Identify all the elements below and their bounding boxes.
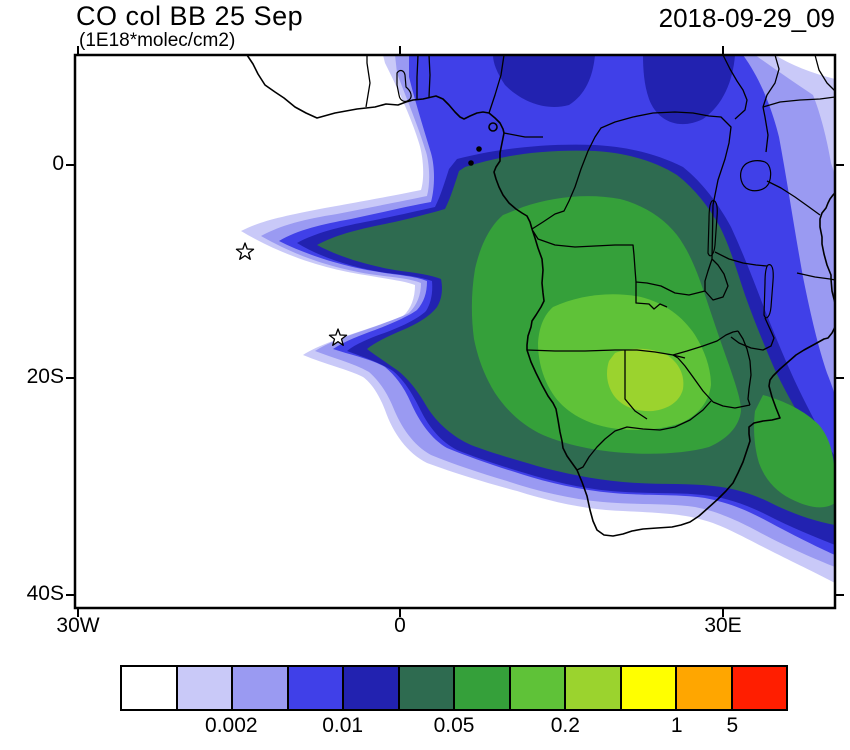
units-subtitle: (1E18*molec/cm2) [79,30,236,51]
colorbar-tick-label: 1 [670,714,683,737]
island-bioko [488,122,498,132]
page-title: CO col BB 25 Sep [76,1,304,31]
coastline-main [246,54,836,537]
colorbar-cell [675,665,733,711]
colorbar-cell [120,665,178,711]
star-marker-1 [235,242,255,260]
contour-layers [241,55,835,583]
contour-level-6-southeast-blob [754,395,835,508]
colorbar-cell [730,665,788,711]
x-tick-label-30w: 30W [56,614,100,637]
colorbar-cell [175,665,233,711]
star-markers [235,242,348,346]
contour-level-4-northeast-blob [643,55,735,125]
lake-victoria [740,160,772,192]
colorbar-cell [508,665,566,711]
star-marker-2 [328,328,348,346]
contour-level-8 [607,348,684,412]
lake-volta [396,69,412,102]
coastline [246,54,836,537]
colorbar-tick-label: 0.05 [433,714,475,737]
lake-malawi [763,264,774,319]
datetime-label: 2018-09-29_09 [658,3,835,33]
colorbar-tick-label: 0.2 [550,714,580,737]
coastline-east-africa [819,192,836,304]
colorbar-cell [231,665,289,711]
country-borders [365,54,836,471]
x-tick-label-30e: 30E [704,614,742,637]
map-plot [66,46,844,617]
island-principe [476,146,482,152]
map-frame [73,53,837,610]
x-tick-label-0: 0 [394,614,406,637]
y-tick-label-20s: 20S [26,365,64,388]
island-sao-tome [468,160,474,166]
colorbar-tick-label: 5 [726,714,739,737]
colorbar-cell [619,665,677,711]
colorbar-cell [286,665,344,711]
y-tick-label-0: 0 [52,152,64,175]
axis-ticks [66,46,844,617]
colorbar-tick-label: 0.002 [205,714,258,737]
colorbar-cell [453,665,511,711]
colorbar-labels: 0.002 0.01 0.05 0.2 1 5 [120,714,788,742]
colorbar-cell [397,665,455,711]
colorbar-cells [120,665,788,711]
colorbar-cell [564,665,622,711]
colorbar-cell [342,665,400,711]
contour-level-4-north-blob [493,55,595,107]
y-tick-label-40s: 40S [26,582,64,605]
colorbar-tick-label: 0.01 [322,714,364,737]
